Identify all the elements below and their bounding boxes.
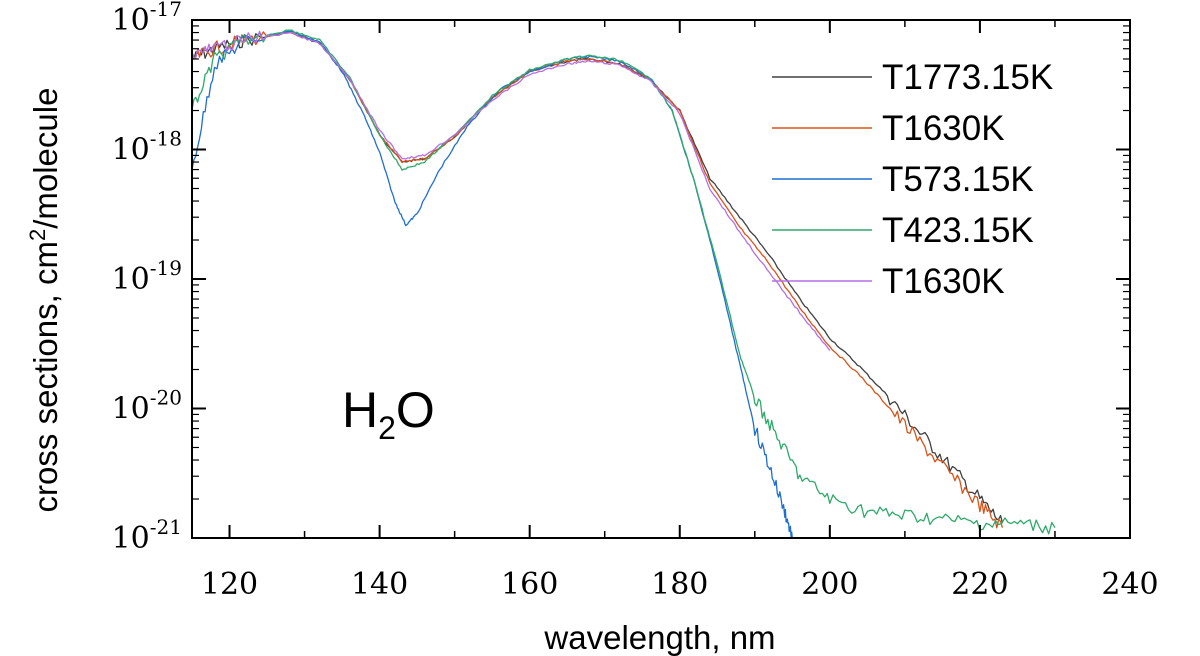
x-tick-label-6: 240 [1101, 567, 1158, 602]
legend-label-3: T423.15K [882, 211, 1034, 250]
y-tick-label-2: 10-19 [112, 256, 182, 297]
x-tick-label-2: 160 [501, 567, 558, 602]
series-layer [191, 29, 1056, 539]
series-line-3 [191, 29, 1056, 535]
y-tick-label-1: 10-18 [112, 127, 182, 168]
legend-label-0: T1773.15K [882, 58, 1053, 97]
x-tick-label-1: 140 [351, 567, 408, 602]
x-tick-label-4: 200 [801, 567, 858, 602]
labels-layer: 120 140 160 180 200 220 240 10-17 10-18 10-19 10-2… [112, 0, 1159, 602]
series-line-1 [191, 31, 1004, 529]
legend-label-1: T1630K [882, 109, 1005, 148]
x-tick-label-5: 220 [951, 567, 1008, 602]
y-axis-title: cross sections, cm2/molecule [25, 88, 64, 513]
ticks-layer [192, 19, 1131, 539]
y-tick-label-4: 10-21 [112, 515, 182, 556]
series-line-4 [191, 30, 831, 351]
legend: T1773.15K T1630K T573.15K T423.15K T1630K [772, 58, 1053, 301]
y-tick-label-0: 10-17 [112, 0, 182, 38]
x-tick-label-3: 180 [651, 567, 708, 602]
y-tick-label-3: 10-20 [112, 386, 182, 427]
x-tick-label-0: 120 [201, 567, 258, 602]
legend-label-4: T1630K [882, 262, 1005, 301]
legend-label-2: T573.15K [882, 160, 1034, 199]
x-axis-title: wavelength, nm [543, 619, 775, 656]
series-line-0 [191, 31, 1004, 524]
series-line-2 [191, 30, 793, 539]
molecule-annotation: H2O [342, 382, 435, 446]
